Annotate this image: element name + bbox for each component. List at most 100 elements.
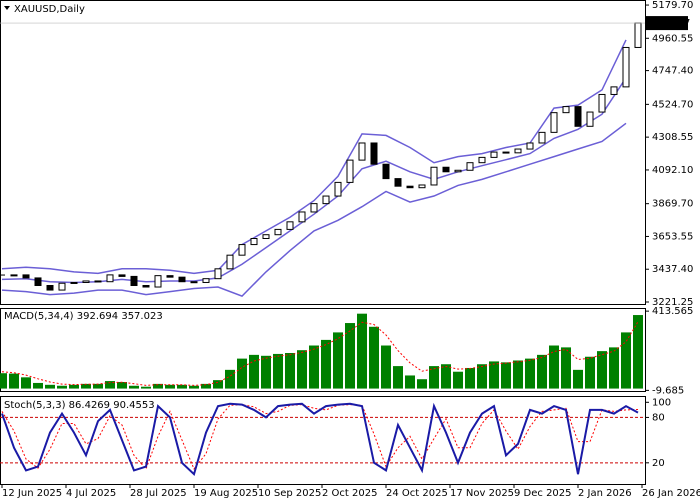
candle xyxy=(490,151,498,158)
menu-arrow xyxy=(4,6,10,10)
macd-bar xyxy=(429,366,439,389)
candle xyxy=(334,181,342,197)
macd-bar xyxy=(165,384,175,389)
x-tick-label: 12 Jun 2025 xyxy=(2,488,62,499)
candle xyxy=(34,277,42,287)
macd-bar xyxy=(441,364,451,389)
candle xyxy=(274,228,282,236)
last-price-box xyxy=(646,16,688,31)
indicator-line xyxy=(1,39,627,275)
x-tick-label: 24 Oct 2025 xyxy=(386,488,448,499)
x-tick-label: 19 Aug 2025 xyxy=(194,488,258,499)
candle xyxy=(298,211,306,223)
candle xyxy=(514,148,522,154)
macd-bar xyxy=(117,382,127,389)
macd-bar xyxy=(537,354,547,389)
candle xyxy=(166,275,174,278)
candle xyxy=(202,278,210,283)
candle xyxy=(442,166,450,173)
candle xyxy=(346,159,354,183)
macd-bar xyxy=(141,386,151,389)
macd-bar xyxy=(129,385,139,389)
macd-bar xyxy=(93,383,103,389)
macd-bar xyxy=(621,332,631,389)
y-tick-label: 3437.40 xyxy=(652,264,693,275)
candle xyxy=(322,195,330,205)
candle xyxy=(70,281,78,284)
macd-bar xyxy=(597,351,607,389)
stoch-title: Stoch(5,3,3) 86.4269 90.4553 xyxy=(4,400,155,411)
macd-bar xyxy=(225,369,235,389)
candle xyxy=(82,280,90,283)
candle xyxy=(634,22,642,48)
macd-bar xyxy=(453,371,463,389)
macd-bar xyxy=(21,377,31,389)
candle xyxy=(562,106,570,114)
macd-name: MACD(5,34,4) xyxy=(4,311,74,322)
candle xyxy=(370,142,378,165)
y-tick-label: 5179.70 xyxy=(652,0,693,11)
y-tick-label: 3653.55 xyxy=(652,231,693,242)
candle xyxy=(310,203,318,213)
last-price-label: 5060.77 xyxy=(649,18,690,29)
macd-bar xyxy=(585,356,595,389)
candle xyxy=(622,46,630,88)
macd-bar xyxy=(561,347,571,389)
y-tick-label: -9.685 xyxy=(652,385,684,396)
x-tick-label: 4 Jul 2025 xyxy=(66,488,116,499)
macd-bar xyxy=(45,384,55,389)
candle xyxy=(130,275,138,287)
candle xyxy=(502,151,510,154)
macd-title: MACD(5,34,4) 392.694 357.023 xyxy=(4,311,163,322)
candle xyxy=(178,276,186,283)
y-tick-label: 4747.40 xyxy=(652,66,693,77)
y-tick-label: 4960.55 xyxy=(652,33,693,44)
macd-bar xyxy=(501,362,511,389)
candle xyxy=(382,163,390,180)
macd-bar xyxy=(213,380,223,389)
candle xyxy=(454,169,462,173)
y-tick-label: 100 xyxy=(652,397,671,408)
macd-bar xyxy=(177,384,187,389)
macd-bar xyxy=(105,381,115,389)
candle xyxy=(394,178,402,187)
candle xyxy=(190,281,198,284)
macd-bar xyxy=(0,373,7,389)
macd-bar xyxy=(57,385,67,389)
candle xyxy=(22,274,30,279)
candle xyxy=(154,275,162,288)
candle xyxy=(526,142,534,150)
macd-bar xyxy=(201,383,211,389)
candle xyxy=(226,254,234,270)
candle xyxy=(286,221,294,230)
candle xyxy=(418,184,426,189)
stoch-name: Stoch(5,3,3) xyxy=(4,400,66,411)
x-tick-label: 9 Dec 2025 xyxy=(514,488,572,499)
candle xyxy=(238,244,246,256)
macd-bar xyxy=(513,360,523,389)
candle xyxy=(574,106,582,127)
macd-bar xyxy=(345,323,355,389)
y-tick-label: 4092.10 xyxy=(652,165,693,176)
candle xyxy=(262,234,270,239)
macd-bar xyxy=(273,353,283,389)
macd-bar xyxy=(297,350,307,389)
candle xyxy=(466,162,474,171)
macd-bar xyxy=(477,364,487,389)
macd-bar xyxy=(333,332,343,389)
y-tick-label: 20 xyxy=(652,458,665,469)
y-tick-label: 3869.70 xyxy=(652,199,693,210)
macd-bar xyxy=(285,352,295,389)
candle xyxy=(478,156,486,164)
chart-title: XAUUSD,Daily xyxy=(14,4,85,15)
macd-bar xyxy=(237,358,247,389)
candle xyxy=(106,274,114,283)
x-tick-label: 17 Nov 2025 xyxy=(450,488,514,499)
candle xyxy=(142,285,150,288)
candle xyxy=(10,274,18,277)
macd-bar xyxy=(573,369,583,389)
x-tick-label: 26 Jan 2026 xyxy=(642,488,700,499)
macd-bar xyxy=(249,354,259,389)
